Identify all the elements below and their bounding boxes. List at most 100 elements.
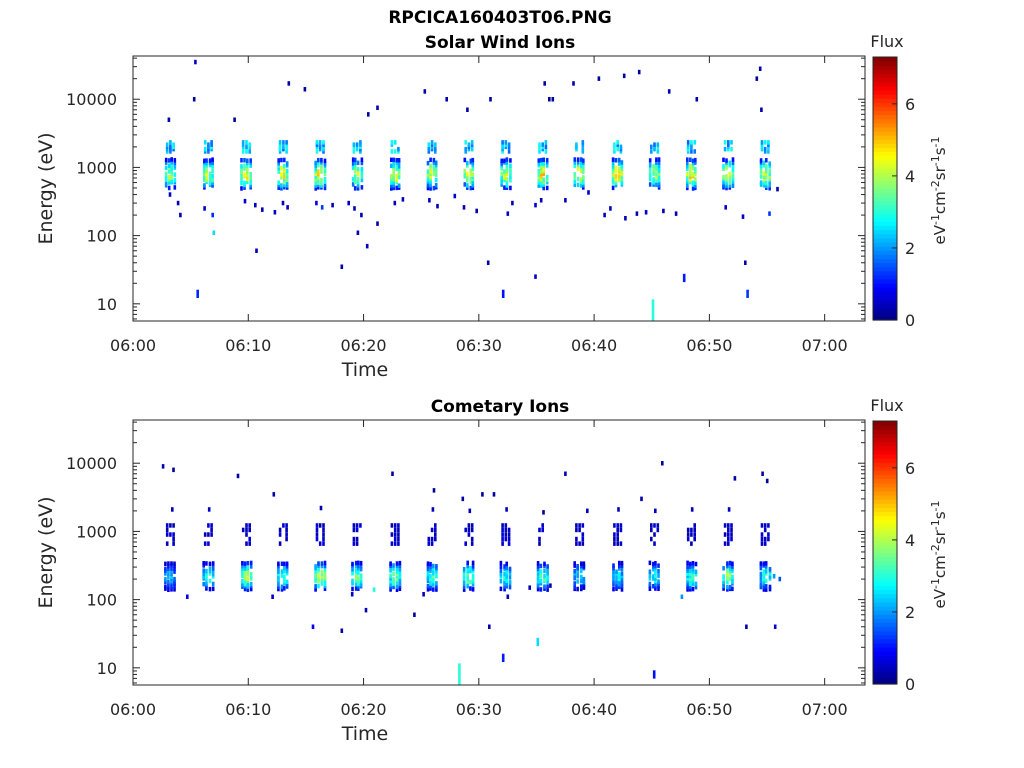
data-cell (655, 163, 658, 168)
colorbar-segment (873, 573, 897, 578)
data-cell (573, 575, 576, 581)
colorbar-segment (873, 81, 897, 87)
data-cell (466, 581, 469, 587)
data-cell (170, 163, 173, 168)
data-cell (208, 578, 212, 584)
data-cell (731, 179, 735, 184)
data-cell (248, 541, 251, 546)
data-cell (203, 183, 206, 188)
data-cell (436, 203, 439, 209)
data-cell (248, 149, 251, 154)
data-cell (728, 569, 732, 574)
data-cell (582, 582, 586, 587)
data-cell (323, 161, 327, 166)
data-cell (390, 149, 394, 154)
colorbar-segment (873, 61, 897, 66)
colorbar-segment (873, 523, 897, 529)
data-cell (165, 146, 169, 152)
data-cell (351, 578, 354, 584)
data-cell (762, 576, 766, 581)
data-cell (686, 571, 689, 577)
data-cell (768, 186, 771, 191)
colorbar-segment (873, 433, 897, 439)
data-cell (691, 574, 695, 579)
x-tick-label: 06:40 (571, 336, 617, 355)
data-cell (320, 157, 323, 163)
data-cell (395, 587, 399, 592)
data-cell (246, 566, 250, 571)
colorbar-segment (873, 254, 897, 259)
data-cell (173, 587, 176, 592)
data-cell (503, 571, 506, 577)
data-cell (759, 582, 763, 587)
data-cell (243, 198, 247, 204)
data-cell (466, 560, 469, 566)
data-cell (471, 582, 475, 587)
data-cell (504, 532, 508, 537)
data-cell (323, 571, 327, 576)
data-cell (173, 158, 177, 163)
y-tick-label: 10 (97, 659, 117, 678)
data-cell (432, 587, 435, 592)
data-cell (580, 568, 583, 574)
data-cell (580, 564, 583, 569)
data-cell (315, 142, 319, 147)
data-cell (323, 179, 327, 184)
data-cell (551, 97, 555, 102)
data-cell (500, 175, 503, 180)
data-cell (686, 536, 690, 542)
data-cell (620, 166, 624, 171)
data-cell (280, 166, 283, 171)
data-cell (768, 174, 771, 179)
data-cell (541, 142, 544, 147)
data-cell (648, 569, 652, 574)
data-cell (285, 168, 289, 174)
figure-title: RPCICA160403T06.PNG (388, 8, 611, 28)
data-cell (759, 163, 763, 169)
data-cell (542, 177, 545, 182)
colorbar-segment (873, 515, 897, 521)
colorbar-tick-label: 4 (905, 531, 915, 550)
colorbar-title: Flux (870, 32, 903, 51)
data-cell (314, 163, 317, 168)
data-cell (243, 172, 246, 177)
data-cell (389, 568, 392, 573)
data-cell (277, 169, 280, 174)
data-cell (393, 527, 397, 533)
data-cell (173, 569, 176, 574)
data-cell (277, 582, 280, 587)
data-cell (573, 163, 577, 169)
data-cell (240, 180, 243, 186)
data-cell (544, 144, 548, 150)
data-cell (249, 158, 252, 163)
colorbar-segment (873, 466, 897, 471)
data-cell (504, 140, 508, 145)
data-cell (576, 157, 580, 162)
data-cell (318, 541, 322, 546)
data-cell (466, 174, 469, 179)
data-cell (283, 574, 286, 580)
data-cell (728, 566, 732, 571)
data-cell (538, 142, 541, 147)
data-cell (467, 146, 471, 152)
data-cell (240, 186, 243, 191)
data-cell (322, 523, 325, 528)
data-cell (434, 146, 437, 152)
data-cell (726, 563, 729, 569)
data-cell (694, 572, 698, 577)
data-cell (694, 569, 698, 574)
data-cell (471, 179, 475, 184)
x-tick-label: 06:30 (456, 700, 502, 719)
colorbar-segment (873, 283, 897, 288)
data-cell (170, 561, 173, 566)
data-cell (576, 570, 579, 576)
data-cell (317, 169, 320, 174)
data-cell (323, 578, 327, 584)
data-cell (534, 202, 537, 208)
data-cell (356, 171, 360, 177)
data-cell (652, 171, 655, 176)
data-cell (277, 574, 280, 580)
data-cell (655, 157, 658, 162)
data-cell (654, 561, 657, 566)
